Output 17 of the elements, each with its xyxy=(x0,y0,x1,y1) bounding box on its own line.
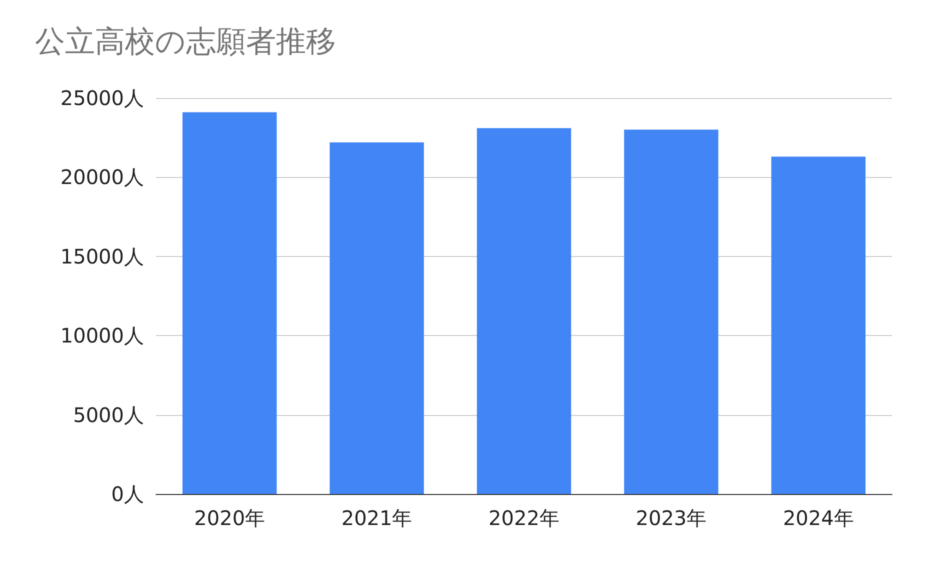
chart-title: 公立高校の志願者推移 xyxy=(35,24,336,60)
bar xyxy=(182,112,277,494)
bar xyxy=(476,128,572,494)
x-tick-label: 2023年 xyxy=(636,506,707,530)
bar xyxy=(624,130,718,494)
x-tick-label: 2021年 xyxy=(341,506,412,530)
bar xyxy=(771,156,866,494)
bar xyxy=(330,142,424,494)
x-tick-label: 2024年 xyxy=(782,506,854,530)
y-tick-label: 15000人 xyxy=(60,244,144,268)
x-tick-label: 2022年 xyxy=(488,506,560,530)
x-tick-label: 2020年 xyxy=(194,506,266,530)
y-tick-label: 0人 xyxy=(111,482,144,506)
y-tick-label: 25000人 xyxy=(60,86,144,110)
y-tick-label: 20000人 xyxy=(60,165,144,190)
y-tick-label: 10000人 xyxy=(60,324,144,348)
y-tick-label: 5000人 xyxy=(73,402,144,427)
